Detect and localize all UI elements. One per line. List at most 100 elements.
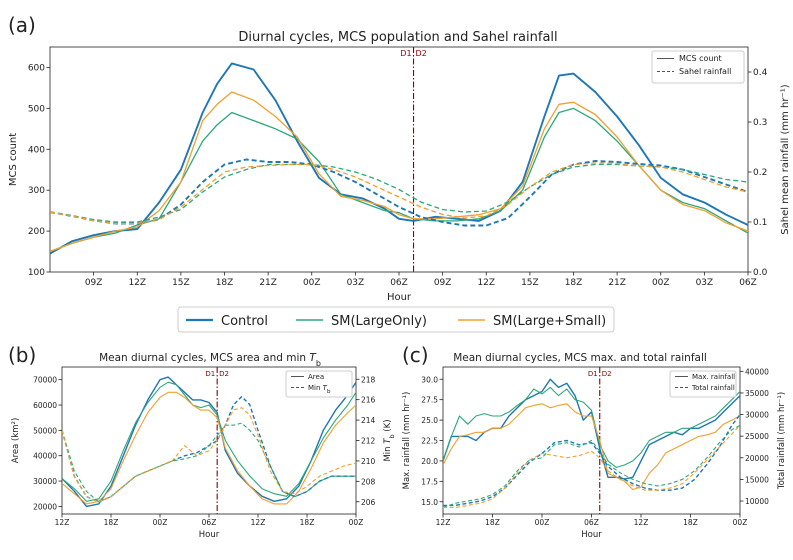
chart-c-xtick-label: 06Z [584, 518, 599, 527]
chart-c-series-sm-large-small-max-rainfall [443, 403, 740, 491]
chart-a-xtick-label: 00Z [303, 278, 321, 288]
main-legend: Control SM(LargeOnly) SM(Large+Small) [177, 306, 615, 333]
chart-c-xlabel: Hour [581, 530, 602, 540]
chart-a-series-group [50, 62, 748, 255]
chart-b-ytick-right-label: 212 [361, 437, 376, 446]
chart-b-ytick-right-label: 216 [361, 396, 376, 405]
chart-a-xlabel: Hour [387, 292, 412, 303]
chart-b-ylabel-right-part: (K) [383, 419, 393, 434]
chart-a-title: Diurnal cycles, MCS population and Sahel… [238, 30, 557, 45]
chart-b-ytick-left-label: 70000 [33, 376, 57, 385]
chart-a-xtick-label: 09Z [85, 278, 103, 288]
chart-a-xtick-label: 21Z [259, 278, 277, 288]
chart-b-series-sm-large-small-min-t-b [62, 407, 356, 503]
chart-a-ytick-left-label: 300 [28, 186, 45, 196]
chart-b-xtick-label: 12Z [55, 518, 70, 527]
main-legend-frame [177, 306, 615, 333]
chart-a-ytick-left-label: 400 [28, 145, 45, 155]
chart-b-legend-label: Area [308, 373, 324, 381]
chart-b-ytick-left-label: 40000 [33, 452, 57, 461]
chart-c-legend-label: Max. rainfall [692, 373, 735, 381]
chart-a-xtick-label: 15Z [521, 278, 539, 288]
main-legend-label-sm-large-small: SM(Large+Small) [493, 314, 606, 329]
chart-b-legend-label-part: T [323, 384, 328, 392]
chart-c-xtick-label: 18Z [485, 518, 500, 527]
chart-b-ytick-right-label: 206 [361, 498, 376, 507]
chart-a-ytick-right-label: 0.2 [753, 168, 767, 178]
chart-a-xtick-label: 12Z [477, 278, 495, 288]
chart-c-ytick-left-label: 25.0 [421, 416, 438, 425]
chart-a-xtick-label: 15Z [172, 278, 190, 288]
chart-a: 09Z 12Z 15Z 18Z 21Z 00Z 03Z 06Z 09Z 12Z 15Z 18Z 21Z 0… [8, 46, 791, 303]
chart-c-xtick-label: 18Z [683, 518, 698, 527]
chart-b-ytick-left-label: 50000 [33, 426, 57, 435]
chart-b-legend: Area Min Tb [285, 370, 353, 398]
chart-a-ylabel-left: MCS count [8, 133, 19, 186]
chart-a-ytick-left-label: 100 [28, 268, 45, 278]
chart-b-ylabel-right-part: b [388, 434, 396, 438]
chart-b-legend-label: Min Tb [308, 384, 331, 395]
chart-b-series-control-area [62, 376, 356, 508]
chart-c-series-sm-largeonly-total-rainfall [443, 424, 740, 509]
panel-label-c: (c) [402, 343, 429, 367]
chart-a-series-control-mcs-count [50, 62, 748, 255]
chart-b-day-label-d2: D2 [219, 370, 229, 378]
panel-label-a: (a) [8, 13, 36, 37]
chart-b-title-sub: b [316, 359, 321, 368]
chart-a-xtick-label: 03Z [696, 278, 714, 288]
chart-a-legend-frame [651, 50, 745, 84]
chart-a-legend-label: Sahel rainfall [679, 67, 731, 76]
chart-c-xtick-label: 00Z [535, 518, 550, 527]
chart-a-xtick-label: 00Z [652, 278, 670, 288]
chart-c-ytick-left-label: 15.0 [421, 498, 438, 507]
chart-c-ytick-right-label: 25000 [745, 432, 769, 441]
chart-c-ytick-right-label: 40000 [745, 367, 769, 376]
chart-c-ytick-left-label: 27.5 [421, 396, 438, 405]
chart-a-ytick-left-label: 500 [28, 104, 45, 114]
chart-a-legend: MCS count Sahel rainfall [651, 50, 745, 84]
chart-c-day-label-d2: D2 [602, 370, 612, 378]
chart-a-xtick-label: 18Z [216, 278, 234, 288]
chart-b-xtick-label: 18Z [300, 518, 315, 527]
chart-a-xtick-label: 06Z [739, 278, 757, 288]
chart-b-xtick-label: 06Z [202, 518, 217, 527]
chart-c-ylabel-left: Max. rainfall (mm hr⁻¹) [402, 392, 412, 490]
chart-b-ytick-right-label: 208 [361, 477, 376, 486]
chart-b-legend-label-part: Min [308, 384, 323, 392]
chart-a-xtick-label: 12Z [128, 278, 146, 288]
chart-c-series-group [443, 378, 740, 509]
chart-c-ytick-right-label: 30000 [745, 411, 769, 420]
chart-b-legend-frame [285, 370, 353, 398]
chart-c-series-sm-largeonly-max-rainfall [443, 386, 740, 468]
chart-b-ytick-left-label: 20000 [33, 502, 57, 511]
panel-label-b: (b) [8, 343, 36, 367]
chart-b-series-sm-largeonly-area [62, 381, 356, 502]
chart-b: 12Z 18Z 00Z 06Z 12Z 18Z 00Z 20000 30000 40000 5000… [11, 366, 396, 540]
chart-c-xtick-label: 12Z [634, 518, 649, 527]
chart-c-legend: Max. rainfall Total rainfall [669, 370, 737, 398]
chart-b-series-group [62, 376, 356, 508]
chart-b-series-sm-large-small-area [62, 391, 356, 505]
chart-a-ytick-right-label: 0.3 [753, 118, 767, 128]
chart-a-xtick-label: 18Z [565, 278, 583, 288]
chart-a-ytick-left-label: 200 [28, 227, 45, 237]
chart-c-legend-label: Total rainfall [691, 384, 735, 392]
chart-c-title: Mean diurnal cycles, MCS max. and total … [453, 352, 707, 364]
chart-b-ytick-right-label: 214 [361, 416, 376, 425]
chart-b-ytick-left-label: 60000 [33, 401, 57, 410]
chart-a-legend-label: MCS count [679, 54, 722, 63]
chart-a-series-sm-largeonly-mcs-count [50, 107, 748, 253]
chart-b-series-control-min-t-b [62, 395, 356, 503]
chart-a-xtick-label: 03Z [347, 278, 365, 288]
chart-c-ytick-right-label: 15000 [745, 475, 769, 484]
chart-c-ytick-left-label: 20.0 [421, 457, 438, 466]
chart-a-series-control-sahel-rainfall [50, 158, 748, 227]
chart-a-ytick-left-label: 600 [28, 63, 45, 73]
chart-b-legend-label-part: b [327, 389, 331, 395]
chart-a-ylabel-right: Sahel mean rainfall (mm hr⁻¹) [780, 84, 791, 234]
chart-c: 12Z 18Z 00Z 06Z 12Z 18Z 00Z 15.0 17.5 20.0 22.5 25.… [402, 366, 787, 540]
chart-b-title: Mean diurnal cycles, MCS area and min Tb [99, 352, 321, 368]
chart-a-series-sm-large-small-mcs-count [50, 91, 748, 253]
chart-c-xtick-label: 12Z [436, 518, 451, 527]
